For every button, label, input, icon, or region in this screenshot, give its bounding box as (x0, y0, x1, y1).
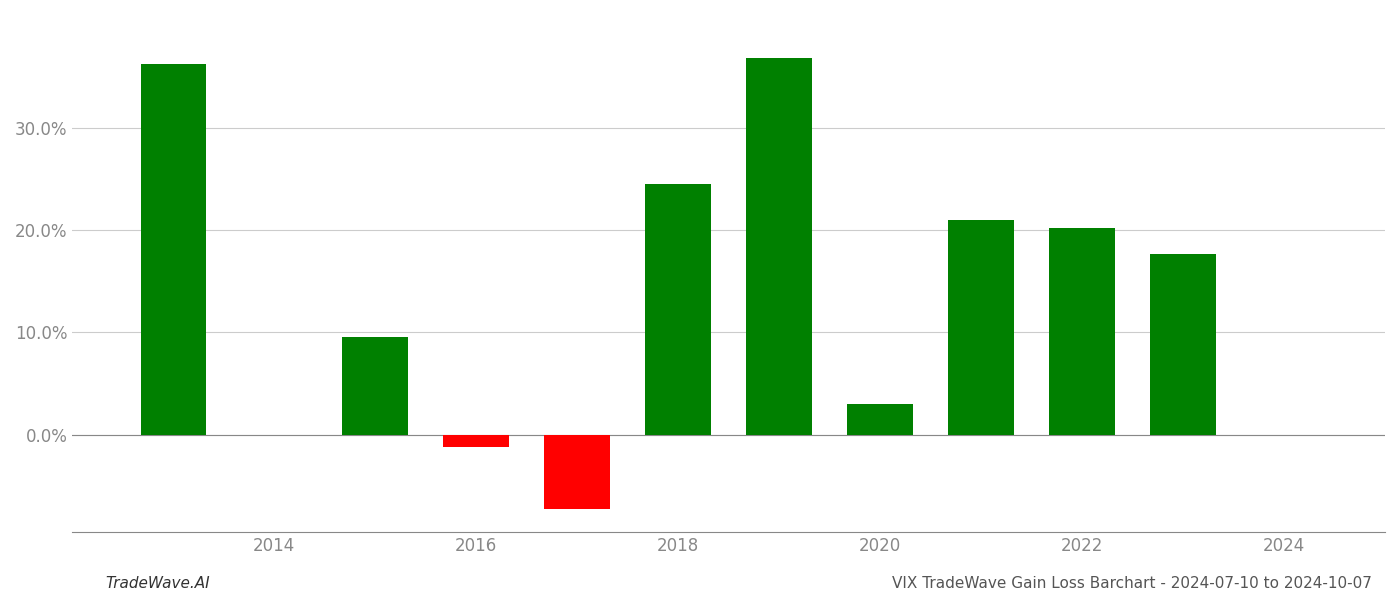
Bar (343, 337, 407, 435)
Text: TradeWave.AI: TradeWave.AI (105, 576, 210, 591)
Bar (645, 184, 711, 435)
Bar (545, 435, 610, 509)
Bar (1151, 254, 1215, 435)
Bar (1049, 228, 1114, 435)
Bar (948, 220, 1014, 435)
Bar (140, 64, 206, 435)
Bar (444, 435, 510, 447)
Bar (847, 404, 913, 435)
Text: VIX TradeWave Gain Loss Barchart - 2024-07-10 to 2024-10-07: VIX TradeWave Gain Loss Barchart - 2024-… (892, 576, 1372, 591)
Bar (746, 58, 812, 435)
